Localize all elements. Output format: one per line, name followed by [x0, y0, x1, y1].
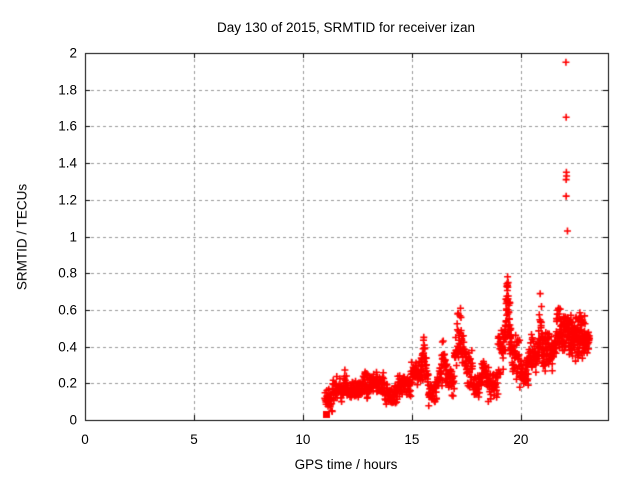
y-tick-label: 1.4 [58, 155, 77, 171]
y-tick-label: 1.6 [58, 118, 77, 134]
chart-title: Day 130 of 2015, SRMTID for receiver iza… [216, 20, 476, 35]
x-tick-label: 15 [404, 432, 420, 447]
y-tick-label: 0 [69, 412, 77, 428]
x-tick-label: 20 [513, 432, 529, 447]
y-tick-label: 0.8 [58, 265, 77, 281]
y-tick-label: 1 [69, 229, 77, 244]
y-tick-label: 0.2 [58, 375, 77, 391]
x-axis-label: GPS time / hours [294, 457, 398, 472]
y-tick-label: 2 [69, 45, 77, 61]
y-tick-label: 1.8 [58, 82, 77, 98]
y-tick-label: 0.6 [58, 302, 77, 318]
x-tick-label: 5 [190, 432, 198, 447]
x-tick-label: 10 [295, 432, 311, 447]
y-tick-label: 1.2 [58, 192, 77, 208]
y-tick-label: 0.4 [58, 339, 77, 355]
x-tick-label: 0 [81, 432, 89, 447]
